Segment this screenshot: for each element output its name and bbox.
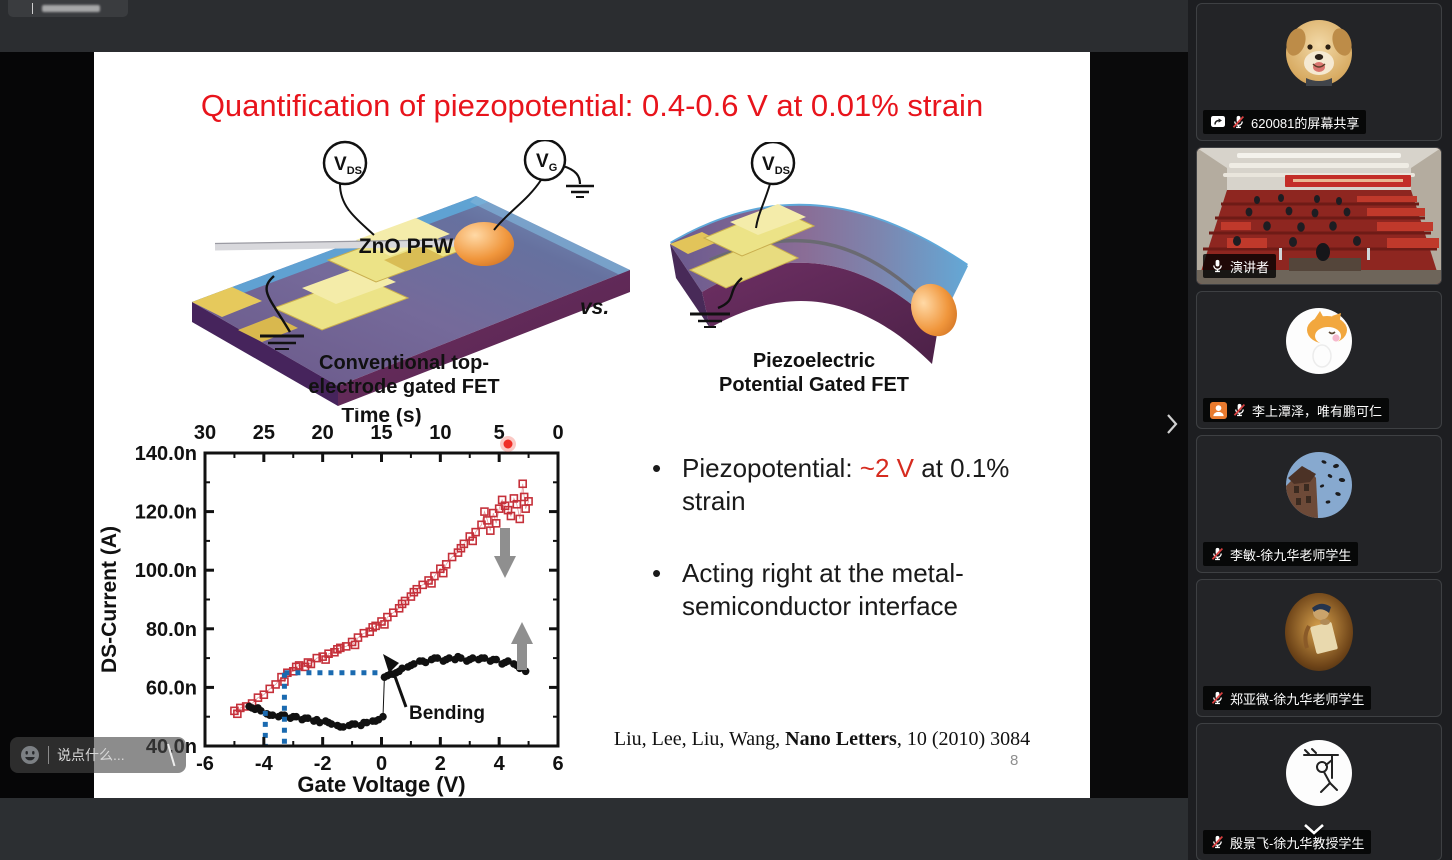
svg-text:5: 5 bbox=[494, 422, 505, 444]
participant-name: 演讲者 bbox=[1230, 259, 1270, 275]
bullet-interface: • Acting right at the metal-semiconductor… bbox=[652, 557, 964, 621]
piezo-droplet bbox=[911, 283, 957, 337]
svg-text:4: 4 bbox=[494, 753, 506, 775]
svg-text:25: 25 bbox=[253, 422, 275, 444]
zno-pfw-label: ZnO PFW bbox=[359, 235, 454, 258]
vg-meter bbox=[523, 140, 567, 182]
conventional-fet-diagram: VDS VG ZnO PFW bbox=[192, 140, 630, 406]
stage-left-letterbox bbox=[0, 52, 94, 798]
svg-text:0: 0 bbox=[376, 753, 387, 775]
svg-text:80.0n: 80.0n bbox=[146, 619, 197, 641]
left-device-caption: Conventional top- electrode gated FET bbox=[308, 352, 500, 398]
chevron-right-icon[interactable] bbox=[1162, 410, 1182, 438]
member-badge-icon bbox=[1210, 401, 1227, 419]
painting-avatar bbox=[1285, 593, 1353, 671]
mic-muted-icon bbox=[1232, 115, 1245, 129]
mic-muted-icon bbox=[1211, 835, 1224, 849]
text-caret bbox=[32, 3, 33, 14]
svg-text:60.0n: 60.0n bbox=[146, 677, 197, 699]
pen-icon[interactable] bbox=[165, 741, 177, 769]
chevron-down-icon[interactable] bbox=[1300, 822, 1328, 838]
chat-placeholder[interactable]: 说点什么... bbox=[57, 747, 125, 763]
mic-muted-icon bbox=[1233, 403, 1246, 417]
svg-text:-4: -4 bbox=[255, 753, 274, 775]
participant-name-bar: 殷景飞-徐九华教授学生 bbox=[1203, 830, 1372, 854]
participant-name: 郑亚微-徐九华老师学生 bbox=[1230, 691, 1365, 707]
svg-text:VDS: VDS bbox=[334, 154, 362, 177]
participant-name-bar: 620081的屏幕共享 bbox=[1203, 110, 1367, 134]
participant-name-bar: 郑亚微-徐九华老师学生 bbox=[1203, 686, 1372, 710]
svg-text:10: 10 bbox=[429, 422, 451, 444]
svg-text:Time (s): Time (s) bbox=[341, 408, 421, 427]
mic-muted-icon bbox=[1211, 547, 1224, 561]
svg-text:0: 0 bbox=[552, 422, 563, 444]
svg-text:140.0n: 140.0n bbox=[135, 443, 197, 465]
bullet-piezopotential: • Piezopotential: ~2 V at 0.1% strain bbox=[652, 453, 1010, 517]
participant-tile[interactable]: 郑亚微-徐九华老师学生 bbox=[1196, 579, 1442, 717]
participant-tile[interactable]: 620081的屏幕共享 bbox=[1196, 3, 1442, 141]
citation: Liu, Lee, Liu, Wang, Nano Letters, 10 (2… bbox=[613, 728, 1031, 750]
puppy-avatar bbox=[1286, 20, 1352, 86]
participant-name: 620081的屏幕共享 bbox=[1251, 115, 1360, 131]
svg-text:DS-Current (A): DS-Current (A) bbox=[100, 526, 121, 673]
stick-figure-avatar bbox=[1286, 740, 1352, 806]
svg-text:120.0n: 120.0n bbox=[135, 502, 197, 524]
svg-text:Gate Voltage (V): Gate Voltage (V) bbox=[297, 772, 465, 797]
emoji-icon[interactable] bbox=[19, 744, 41, 766]
svg-text:VG: VG bbox=[536, 151, 557, 174]
piezo-fet-diagram: VDS bbox=[670, 142, 968, 364]
shared-screen-slide: Quantification of piezopotential: 0.4-0.… bbox=[94, 52, 1090, 798]
slide-title: Quantification of piezopotential: 0.4-0.… bbox=[200, 88, 984, 123]
chat-input-bar[interactable]: 说点什么... bbox=[10, 737, 186, 773]
svg-text:-6: -6 bbox=[196, 753, 214, 775]
svg-text:6: 6 bbox=[552, 753, 563, 775]
building-sky-avatar bbox=[1286, 452, 1352, 518]
participant-name-bar: 演讲者 bbox=[1203, 254, 1277, 278]
right-device-caption: Piezoelectric Potential Gated FET bbox=[718, 350, 910, 396]
svg-text:2: 2 bbox=[435, 753, 446, 775]
svg-text:-2: -2 bbox=[314, 753, 332, 775]
participant-name: 殷景飞-徐九华教授学生 bbox=[1230, 835, 1365, 851]
participant-tile[interactable]: 演讲者 bbox=[1196, 147, 1442, 285]
stage-bottom-letterbox bbox=[0, 798, 1188, 860]
participant-name: 李敏-徐九华老师学生 bbox=[1230, 547, 1352, 563]
mic-on-icon bbox=[1213, 259, 1222, 273]
participant-name: 李上潭泽，唯有鹏可仁 bbox=[1252, 403, 1383, 419]
divider bbox=[48, 746, 49, 764]
mic-muted-icon bbox=[1211, 691, 1224, 705]
vds-meter bbox=[322, 140, 368, 186]
vds-meter bbox=[750, 142, 796, 186]
svg-text:30: 30 bbox=[194, 422, 216, 444]
participant-name-bar: 李敏-徐九华老师学生 bbox=[1203, 542, 1359, 566]
stage-right-letterbox bbox=[1090, 52, 1188, 798]
ground-symbol bbox=[717, 277, 743, 310]
participants-sidebar: 620081的屏幕共享 bbox=[1188, 0, 1452, 860]
participant-tile[interactable]: 殷景飞-徐九华教授学生 bbox=[1196, 723, 1442, 860]
svg-text:Bending: Bending bbox=[409, 703, 485, 724]
tooltip-text-smudge bbox=[42, 5, 100, 12]
slide-page-number: 8 bbox=[1010, 752, 1019, 769]
gate-droplet bbox=[454, 222, 514, 266]
vs-label: vs. bbox=[580, 296, 610, 319]
svg-text:100.0n: 100.0n bbox=[135, 560, 197, 582]
svg-text:VDS: VDS bbox=[762, 154, 790, 177]
topbar-tooltip[interactable] bbox=[8, 0, 128, 17]
bullet-list: • Piezopotential: ~2 V at 0.1% strain • Ac… bbox=[646, 452, 1018, 661]
svg-text:15: 15 bbox=[370, 422, 392, 444]
screen-share-icon bbox=[1211, 116, 1225, 127]
participant-tile[interactable]: 李敏-徐九华老师学生 bbox=[1196, 435, 1442, 573]
participant-name-bar: 李上潭泽，唯有鹏可仁 bbox=[1203, 398, 1390, 422]
ground-symbol bbox=[562, 164, 582, 185]
participant-tile[interactable]: 李上潭泽，唯有鹏可仁 bbox=[1196, 291, 1442, 429]
cat-avatar bbox=[1286, 308, 1352, 374]
nanowire bbox=[214, 239, 471, 251]
svg-text:20: 20 bbox=[312, 422, 334, 444]
top-bar bbox=[0, 0, 1188, 52]
